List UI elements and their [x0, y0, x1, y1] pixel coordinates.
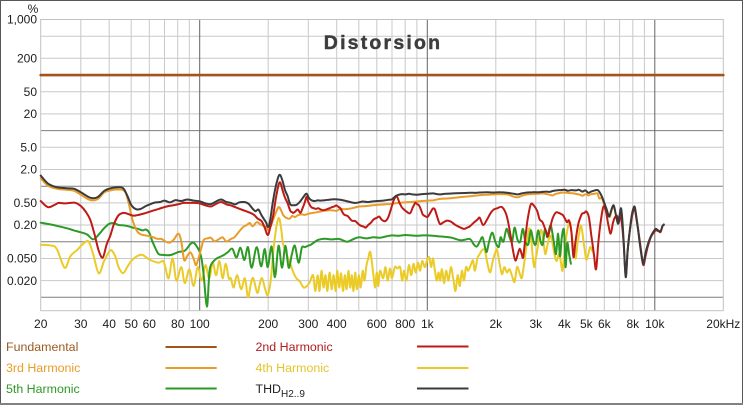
svg-text:20kHz: 20kHz: [706, 317, 740, 331]
svg-text:4k: 4k: [558, 317, 572, 331]
svg-text:5th Harmonic: 5th Harmonic: [6, 382, 80, 396]
svg-text:200: 200: [258, 317, 278, 331]
svg-text:20: 20: [24, 107, 38, 121]
svg-text:30: 30: [74, 317, 88, 331]
svg-text:50: 50: [24, 85, 38, 99]
svg-text:6k: 6k: [598, 317, 612, 331]
svg-text:%: %: [28, 2, 39, 16]
svg-text:2k: 2k: [489, 317, 503, 331]
svg-text:20: 20: [34, 317, 48, 331]
svg-text:1k: 1k: [421, 317, 435, 331]
svg-text:800: 800: [395, 317, 415, 331]
svg-text:0.020: 0.020: [7, 274, 37, 288]
svg-text:Fundamental: Fundamental: [6, 340, 78, 354]
svg-text:4th Harmonic: 4th Harmonic: [256, 361, 330, 375]
svg-text:60: 60: [143, 317, 157, 331]
svg-text:5.0: 5.0: [20, 141, 37, 155]
svg-text:100: 100: [190, 317, 210, 331]
svg-text:3k: 3k: [529, 317, 543, 331]
svg-text:2nd Harmonic: 2nd Harmonic: [256, 340, 333, 354]
svg-text:2.0: 2.0: [20, 163, 37, 177]
svg-text:5k: 5k: [580, 317, 594, 331]
svg-text:80: 80: [171, 317, 185, 331]
svg-text:8k: 8k: [626, 317, 640, 331]
svg-text:300: 300: [298, 317, 318, 331]
svg-text:1,000: 1,000: [7, 13, 37, 27]
svg-text:0.20: 0.20: [14, 218, 38, 232]
svg-text:H2..9: H2..9: [281, 389, 305, 400]
svg-text:10k: 10k: [645, 317, 665, 331]
svg-text:200: 200: [17, 52, 37, 66]
svg-text:Distorsion: Distorsion: [324, 32, 442, 54]
svg-text:400: 400: [327, 317, 347, 331]
svg-text:0.050: 0.050: [7, 252, 37, 266]
svg-text:40: 40: [103, 317, 117, 331]
svg-text:50: 50: [125, 317, 139, 331]
svg-text:THD: THD: [256, 382, 282, 396]
svg-text:3rd Harmonic: 3rd Harmonic: [6, 361, 80, 375]
svg-text:600: 600: [367, 317, 387, 331]
svg-text:0.50: 0.50: [14, 196, 38, 210]
